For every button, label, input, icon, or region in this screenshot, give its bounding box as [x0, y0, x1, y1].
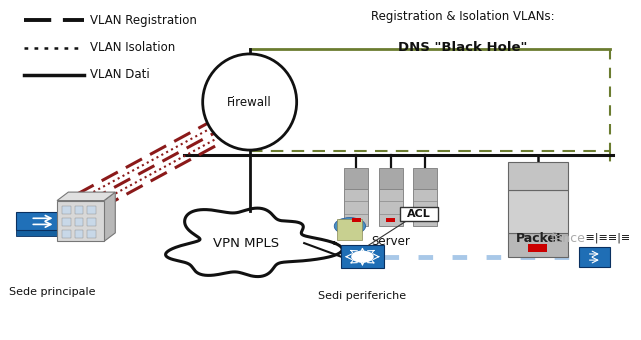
Text: ACL: ACL	[407, 209, 431, 219]
FancyBboxPatch shape	[413, 168, 437, 188]
FancyBboxPatch shape	[379, 168, 403, 188]
Text: Sede principale: Sede principale	[9, 287, 96, 297]
Text: Registration & Isolation VLANs:: Registration & Isolation VLANs:	[371, 10, 554, 23]
FancyBboxPatch shape	[74, 230, 83, 238]
FancyBboxPatch shape	[62, 218, 71, 226]
FancyBboxPatch shape	[87, 206, 96, 214]
FancyBboxPatch shape	[508, 233, 568, 257]
FancyBboxPatch shape	[74, 218, 83, 226]
FancyBboxPatch shape	[387, 218, 395, 222]
FancyBboxPatch shape	[344, 168, 368, 188]
Text: Server: Server	[371, 235, 410, 248]
Text: fence: fence	[551, 232, 585, 244]
FancyBboxPatch shape	[16, 211, 70, 231]
FancyBboxPatch shape	[413, 188, 437, 226]
Text: VLAN Isolation: VLAN Isolation	[90, 41, 175, 54]
FancyBboxPatch shape	[579, 246, 610, 267]
FancyBboxPatch shape	[379, 188, 403, 226]
FancyBboxPatch shape	[62, 206, 71, 214]
FancyBboxPatch shape	[74, 206, 83, 214]
Circle shape	[334, 218, 365, 235]
FancyBboxPatch shape	[400, 207, 438, 221]
FancyBboxPatch shape	[508, 190, 568, 233]
Text: VLAN Dati: VLAN Dati	[90, 68, 149, 81]
Polygon shape	[165, 208, 342, 276]
FancyBboxPatch shape	[87, 218, 96, 226]
Text: Sedi periferiche: Sedi periferiche	[319, 291, 406, 301]
FancyBboxPatch shape	[344, 188, 368, 226]
Polygon shape	[104, 192, 115, 241]
FancyBboxPatch shape	[62, 230, 71, 238]
Text: Packet: Packet	[516, 232, 563, 244]
FancyBboxPatch shape	[87, 230, 96, 238]
Text: Firewall: Firewall	[228, 96, 272, 108]
FancyBboxPatch shape	[16, 231, 70, 237]
Text: VPN MPLS: VPN MPLS	[213, 237, 279, 250]
Ellipse shape	[203, 54, 297, 150]
Circle shape	[351, 251, 374, 263]
FancyBboxPatch shape	[420, 218, 429, 222]
FancyBboxPatch shape	[352, 218, 361, 222]
Polygon shape	[57, 192, 115, 201]
Text: ≡|≡≡|≡: ≡|≡≡|≡	[582, 233, 630, 243]
FancyBboxPatch shape	[337, 219, 362, 240]
Text: DNS "Black Hole": DNS "Black Hole"	[398, 41, 528, 54]
FancyBboxPatch shape	[57, 201, 104, 241]
Text: VLAN Registration: VLAN Registration	[90, 14, 197, 27]
FancyBboxPatch shape	[508, 162, 568, 190]
FancyBboxPatch shape	[528, 244, 547, 252]
FancyBboxPatch shape	[341, 245, 384, 268]
